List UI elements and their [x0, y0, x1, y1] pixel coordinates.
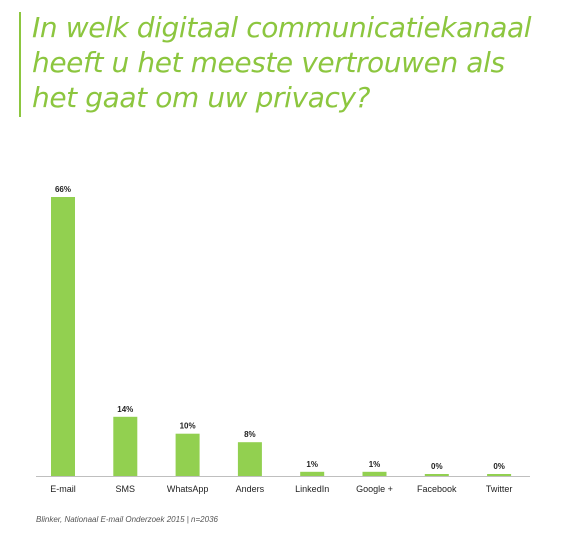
category-label: Google + — [356, 484, 393, 494]
category-label: E-mail — [50, 484, 76, 494]
category-label: Facebook — [417, 484, 457, 494]
category-label: Twitter — [486, 484, 513, 494]
category-label: Anders — [236, 484, 265, 494]
value-label: 0% — [493, 462, 505, 471]
value-labels-group: 66% 14% 10% 8% 1% 1% 0% 0% — [55, 185, 505, 471]
value-label: 14% — [117, 405, 133, 414]
category-label: LinkedIn — [295, 484, 329, 494]
bar-google — [362, 471, 387, 476]
value-label: 0% — [431, 462, 443, 471]
value-label: 10% — [180, 422, 196, 431]
value-label: 8% — [244, 430, 256, 439]
bar-sms — [113, 416, 138, 476]
value-label: 1% — [306, 460, 318, 469]
chart-title: In welk digitaal communicatiekanaal heef… — [32, 11, 532, 114]
bars-group — [51, 197, 512, 476]
bar-anders — [237, 442, 262, 476]
bar-facebook — [424, 474, 449, 476]
value-label: 1% — [369, 460, 381, 469]
bar-e-mail — [51, 197, 75, 476]
title-accent-bar — [19, 12, 21, 117]
bar-twitter — [487, 474, 512, 476]
value-label: 66% — [55, 185, 71, 194]
source-note: Blinker, Nationaal E-mail Onderzoek 2015… — [36, 515, 218, 524]
category-labels-group: E-mail SMS WhatsApp Anders LinkedIn Google + F… — [50, 484, 512, 494]
category-label: WhatsApp — [167, 484, 209, 494]
bar-linkedin — [300, 471, 325, 476]
bar-whatsapp — [175, 433, 200, 476]
category-label: SMS — [116, 484, 136, 494]
